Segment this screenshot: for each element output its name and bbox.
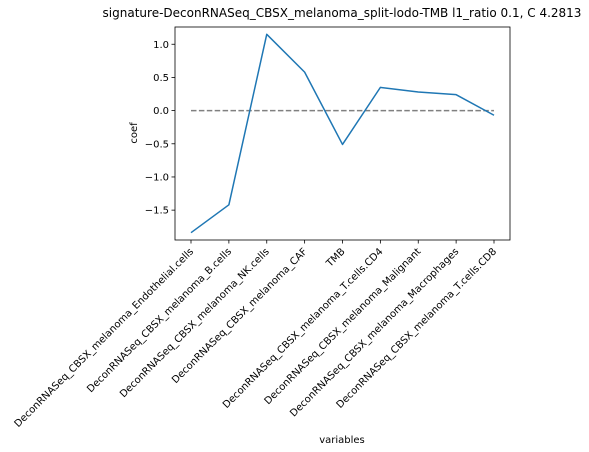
x-axis-label: variables [319, 435, 365, 446]
y-axis-label: coef [129, 122, 140, 144]
y-tick-label: 0.5 [153, 73, 169, 84]
y-tick-label: 1.0 [153, 40, 169, 51]
y-tick-label: −1.5 [145, 206, 169, 217]
chart-title: signature-DeconRNASeq_CBSX_melanoma_spli… [103, 6, 582, 20]
y-tick-label: 0.0 [153, 106, 169, 117]
y-tick-label: −0.5 [145, 139, 169, 150]
y-tick-label: −1.0 [145, 172, 169, 183]
